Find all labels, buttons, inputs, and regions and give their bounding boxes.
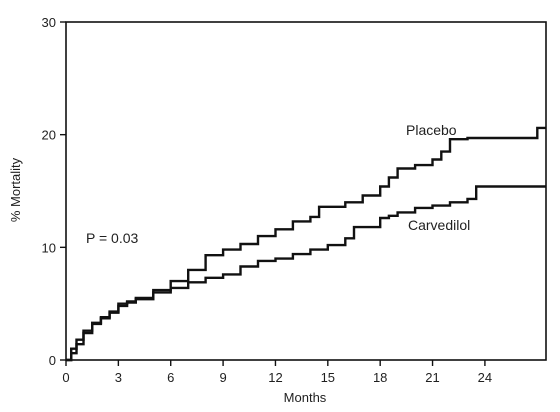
- x-tick-label: 21: [425, 370, 439, 385]
- x-tick-label: 3: [115, 370, 122, 385]
- x-axis-title: Months: [284, 390, 327, 405]
- y-tick-label: 20: [42, 128, 56, 143]
- x-tick-label: 15: [321, 370, 335, 385]
- y-tick-label: 10: [42, 240, 56, 255]
- y-tick-label: 30: [42, 15, 56, 30]
- x-tick-label: 24: [478, 370, 492, 385]
- x-tick-label: 0: [62, 370, 69, 385]
- y-tick-label: 0: [49, 353, 56, 368]
- x-tick-label: 6: [167, 370, 174, 385]
- x-tick-label: 18: [373, 370, 387, 385]
- series-label-carvedilol: Carvedilol: [408, 217, 470, 233]
- series-line-carvedilol: [66, 185, 546, 362]
- plot-frame: [65, 21, 547, 361]
- labels-layer: 0 3 6 9 12 15 18 21 24 0 10 20 30: [42, 15, 493, 385]
- series-layer: [66, 126, 546, 362]
- p-value-annotation: P = 0.03: [86, 230, 139, 246]
- x-tick-label: 9: [219, 370, 226, 385]
- x-tick-label: 12: [268, 370, 282, 385]
- y-axis-title: % Mortality: [8, 157, 23, 222]
- axes-layer: [60, 21, 547, 366]
- series-label-placebo: Placebo: [406, 122, 457, 138]
